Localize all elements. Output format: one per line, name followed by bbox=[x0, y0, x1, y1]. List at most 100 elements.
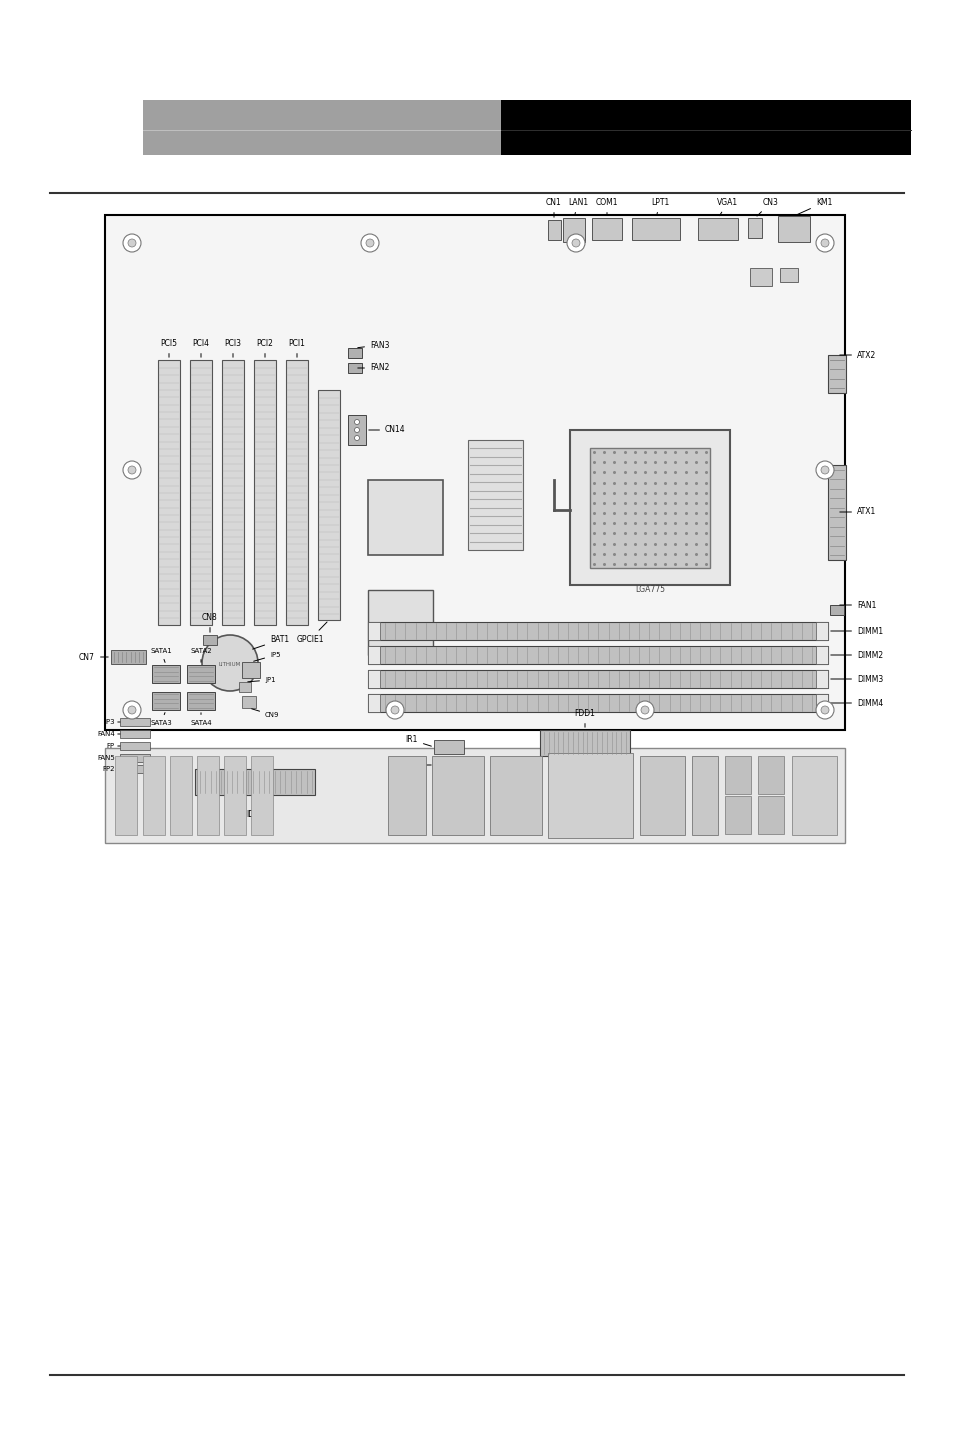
Bar bbox=[120, 754, 150, 761]
Text: LAN1: LAN1 bbox=[567, 198, 587, 215]
Bar bbox=[569, 430, 729, 585]
Text: FP: FP bbox=[107, 743, 120, 749]
Bar bbox=[368, 645, 379, 664]
Text: SATA4: SATA4 bbox=[190, 713, 212, 726]
Text: BAT1: BAT1 bbox=[253, 635, 289, 650]
Text: IP3: IP3 bbox=[104, 718, 120, 726]
Circle shape bbox=[821, 706, 828, 714]
Bar bbox=[143, 100, 500, 155]
Text: KM1: KM1 bbox=[796, 198, 831, 215]
Bar bbox=[196, 756, 219, 835]
Text: DIMM1: DIMM1 bbox=[830, 627, 882, 635]
Bar bbox=[589, 447, 709, 568]
Bar bbox=[631, 218, 679, 239]
Bar bbox=[724, 756, 750, 794]
Bar bbox=[368, 480, 442, 555]
Bar bbox=[105, 215, 844, 730]
Circle shape bbox=[355, 427, 359, 433]
Bar bbox=[120, 718, 150, 726]
Text: CN14: CN14 bbox=[369, 426, 405, 435]
Circle shape bbox=[366, 239, 374, 247]
Bar bbox=[815, 622, 827, 640]
Text: COM2: COM2 bbox=[395, 760, 431, 770]
Bar bbox=[368, 670, 827, 688]
Bar bbox=[547, 753, 633, 837]
Text: SATA3: SATA3 bbox=[150, 713, 172, 726]
Circle shape bbox=[128, 706, 136, 714]
Circle shape bbox=[128, 239, 136, 247]
Bar bbox=[758, 756, 783, 794]
Circle shape bbox=[360, 234, 378, 252]
Text: LITHIUM: LITHIUM bbox=[218, 663, 241, 667]
Text: FAN4: FAN4 bbox=[97, 731, 120, 737]
Text: VGA1: VGA1 bbox=[717, 198, 738, 215]
Text: IP5: IP5 bbox=[253, 652, 280, 661]
Bar bbox=[758, 796, 783, 835]
Bar bbox=[500, 100, 910, 155]
Circle shape bbox=[815, 234, 833, 252]
Bar bbox=[468, 440, 522, 551]
Bar bbox=[317, 390, 339, 619]
Circle shape bbox=[821, 466, 828, 475]
Bar bbox=[368, 670, 379, 688]
Text: CN9: CN9 bbox=[252, 708, 279, 718]
Bar bbox=[827, 356, 845, 393]
Bar bbox=[490, 756, 541, 835]
Text: FAN2: FAN2 bbox=[357, 363, 389, 373]
Text: GPCIE1: GPCIE1 bbox=[296, 622, 327, 644]
Text: SATA2: SATA2 bbox=[190, 648, 212, 663]
Text: DIMM3: DIMM3 bbox=[830, 674, 882, 684]
Text: CN3: CN3 bbox=[756, 198, 778, 217]
Bar bbox=[368, 645, 827, 664]
Text: JP1: JP1 bbox=[248, 677, 275, 683]
Text: DIMM2: DIMM2 bbox=[830, 651, 882, 660]
Text: FAN1: FAN1 bbox=[839, 601, 876, 609]
Bar bbox=[251, 756, 273, 835]
Text: CN1: CN1 bbox=[545, 198, 561, 217]
Text: PCI3: PCI3 bbox=[224, 338, 241, 357]
Text: PCI5: PCI5 bbox=[160, 338, 177, 357]
Bar bbox=[194, 769, 314, 794]
Bar bbox=[827, 465, 845, 561]
Bar bbox=[388, 756, 426, 835]
Circle shape bbox=[391, 706, 398, 714]
Bar bbox=[698, 218, 738, 239]
Bar bbox=[778, 217, 809, 242]
Bar bbox=[562, 218, 584, 242]
Bar bbox=[368, 694, 827, 713]
Bar bbox=[829, 605, 843, 615]
Circle shape bbox=[123, 460, 141, 479]
Bar bbox=[242, 663, 260, 678]
Text: FAN3: FAN3 bbox=[357, 340, 389, 350]
Text: LPT1: LPT1 bbox=[650, 198, 668, 215]
Text: SATA1: SATA1 bbox=[150, 648, 172, 663]
Circle shape bbox=[202, 635, 257, 691]
Bar bbox=[105, 749, 844, 843]
Bar bbox=[780, 268, 797, 282]
Bar bbox=[120, 741, 150, 750]
Text: LGA775: LGA775 bbox=[635, 585, 664, 595]
Circle shape bbox=[123, 701, 141, 718]
Text: CN7: CN7 bbox=[79, 652, 108, 661]
Text: FDD1: FDD1 bbox=[574, 708, 595, 727]
Bar bbox=[152, 693, 180, 710]
Bar bbox=[815, 645, 827, 664]
Bar bbox=[791, 756, 836, 835]
Text: IR1: IR1 bbox=[405, 736, 431, 746]
Circle shape bbox=[821, 239, 828, 247]
Bar bbox=[120, 730, 150, 739]
Bar bbox=[224, 756, 246, 835]
Bar bbox=[368, 589, 433, 655]
Bar bbox=[239, 683, 251, 693]
Circle shape bbox=[386, 701, 403, 718]
Bar bbox=[203, 635, 216, 645]
Circle shape bbox=[355, 420, 359, 424]
Bar bbox=[434, 759, 463, 771]
Bar bbox=[368, 622, 379, 640]
Text: CN8: CN8 bbox=[202, 612, 217, 632]
Bar bbox=[190, 360, 212, 625]
Bar bbox=[120, 764, 145, 773]
Bar bbox=[434, 740, 463, 754]
Bar bbox=[111, 650, 146, 664]
Bar bbox=[592, 218, 621, 239]
